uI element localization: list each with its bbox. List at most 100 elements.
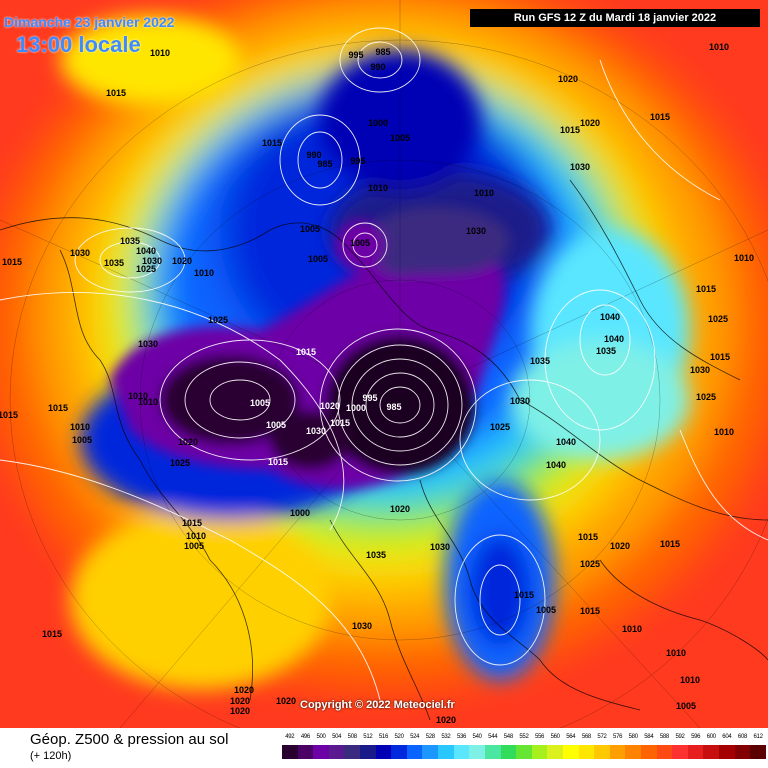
legend-swatch xyxy=(547,745,563,759)
legend-value: 580 xyxy=(628,734,638,740)
legend-value: 508 xyxy=(347,734,357,740)
pressure-label: 1015 xyxy=(330,418,350,428)
legend-swatch xyxy=(344,745,361,759)
legend-value: 552 xyxy=(519,734,529,740)
model-run-banner: Run GFS 12 Z du Mardi 18 janvier 2022 xyxy=(470,9,760,27)
pressure-label: 1020 xyxy=(580,118,600,128)
pressure-label: 990 xyxy=(370,62,385,72)
legend-swatch xyxy=(625,745,642,759)
legend-value: 500 xyxy=(316,734,326,740)
legend-value: 564 xyxy=(566,734,576,740)
pressure-label: 1015 xyxy=(48,403,68,413)
legend-value: 504 xyxy=(332,734,342,740)
legend-value: 548 xyxy=(503,734,513,740)
pressure-label: 1010 xyxy=(622,624,642,634)
legend-swatch xyxy=(297,745,314,759)
pressure-label: 1025 xyxy=(490,422,510,432)
pressure-label: 1005 xyxy=(390,133,410,143)
pressure-label: 1035 xyxy=(366,550,386,560)
pressure-label: 1035 xyxy=(104,258,124,268)
pressure-label: 995 xyxy=(362,393,377,403)
pressure-label: 1015 xyxy=(710,352,730,362)
pressure-label: 1020 xyxy=(276,696,296,706)
pressure-label: 1020 xyxy=(558,74,578,84)
pressure-label: 1030 xyxy=(430,542,450,552)
pressure-label: 1030 xyxy=(570,162,590,172)
legend-value: 560 xyxy=(550,734,560,740)
pressure-label: 1015 xyxy=(268,457,288,467)
legend-swatch xyxy=(422,745,439,759)
pressure-label: 1000 xyxy=(368,118,388,128)
legend-value: 536 xyxy=(456,734,467,740)
legend-swatch xyxy=(672,745,688,759)
pressure-label: 1005 xyxy=(250,398,270,408)
legend-labels: 492 496 500 504 508 512 516 520 524 528 532 536 540 5… xyxy=(282,734,766,744)
pressure-label: 1020 xyxy=(178,437,198,447)
legend-value: 612 xyxy=(753,734,763,740)
legend-swatch xyxy=(641,745,657,759)
color-legend xyxy=(282,745,766,759)
pressure-label: 1015 xyxy=(650,112,670,122)
pressure-label: 1020 xyxy=(610,541,630,551)
legend-swatch xyxy=(328,745,345,759)
pressure-label: 1015 xyxy=(696,284,716,294)
pressure-label: 1040 xyxy=(556,437,576,447)
pressure-label: 1005 xyxy=(184,541,204,551)
pressure-label: 1030 xyxy=(466,226,486,236)
legend-swatch xyxy=(578,745,595,759)
coastlines xyxy=(0,179,768,721)
legend-swatch xyxy=(406,745,423,759)
pressure-label: 1015 xyxy=(106,88,126,98)
pressure-label: 1015 xyxy=(296,347,316,357)
pressure-label: 1035 xyxy=(530,356,550,366)
pressure-label: 1025 xyxy=(170,458,190,468)
pressure-label: 1010 xyxy=(138,397,158,407)
pressure-label: 1015 xyxy=(660,539,680,549)
legend-swatch xyxy=(594,745,610,759)
pressure-label: 1030 xyxy=(142,256,162,266)
legend-value: 576 xyxy=(613,734,623,740)
pressure-label: 1020 xyxy=(320,401,340,411)
pressure-label: 1010 xyxy=(70,422,90,432)
legend-swatch xyxy=(391,745,407,759)
pressure-label: 1035 xyxy=(596,346,616,356)
legend-value: 520 xyxy=(394,734,404,740)
pressure-label: 1000 xyxy=(346,403,366,413)
legend-value: 532 xyxy=(441,734,451,740)
pressure-label: 1020 xyxy=(234,685,254,695)
pressure-label: 985 xyxy=(375,47,390,57)
pressure-label: 1010 xyxy=(714,427,734,437)
legend-swatch xyxy=(500,745,517,759)
legend-value: 588 xyxy=(659,734,669,740)
pressure-label: 1040 xyxy=(604,334,624,344)
legend-value: 528 xyxy=(425,734,435,740)
pressure-label: 1010 xyxy=(128,391,148,401)
forecast-date: Dimanche 23 janvier 2022 xyxy=(4,14,175,30)
legend-swatch xyxy=(656,745,673,759)
map-title: Géop. Z500 & pression au sol xyxy=(30,731,229,748)
pressure-label: 1015 xyxy=(578,532,598,542)
legend-swatch xyxy=(750,745,766,759)
pressure-label: 990 xyxy=(306,150,321,160)
pressure-label: 1005 xyxy=(300,224,320,234)
pressure-label: 995 xyxy=(350,156,365,166)
isobars xyxy=(0,27,768,701)
graticule xyxy=(0,0,768,728)
copyright: Copyright © 2022 Meteociel.fr xyxy=(300,699,455,711)
pressure-label: 1020 xyxy=(390,504,410,514)
legend-swatch xyxy=(438,745,454,759)
pressure-label: 1030 xyxy=(306,426,326,436)
legend-swatch xyxy=(282,745,298,759)
pressure-label: 1035 xyxy=(120,236,140,246)
forecast-offset: (+ 120h) xyxy=(30,750,72,762)
pressure-label: 985 xyxy=(386,402,401,412)
legend-value: 572 xyxy=(597,734,607,740)
legend-value: 604 xyxy=(722,734,732,740)
pressure-label: 1005 xyxy=(266,420,286,430)
legend-swatch xyxy=(609,745,626,759)
pressure-label: 1030 xyxy=(510,396,530,406)
pressure-label: 1015 xyxy=(580,606,600,616)
legend-swatch xyxy=(687,745,704,759)
pressure-label: 1025 xyxy=(208,315,228,325)
